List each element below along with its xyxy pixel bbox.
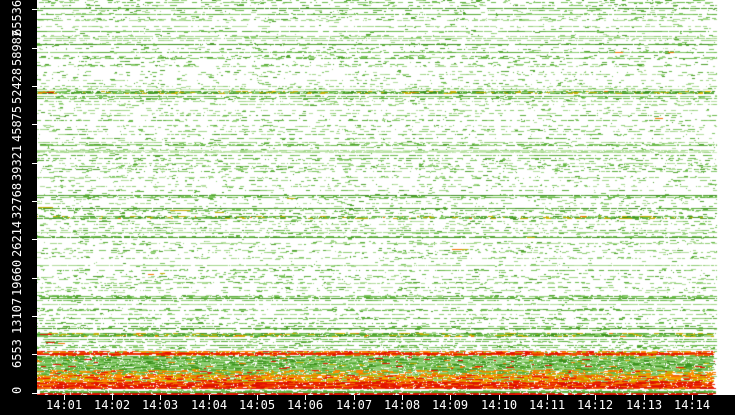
x-tick-label: 14:06 xyxy=(287,398,324,412)
x-axis-tick xyxy=(112,395,113,400)
x-tick-label: 14:10 xyxy=(481,398,518,412)
x-tick-label: 14:02 xyxy=(94,398,131,412)
y-axis-tick xyxy=(32,354,37,355)
x-axis-tick xyxy=(450,395,451,400)
y-axis-tick xyxy=(32,316,37,317)
x-axis-tick xyxy=(692,395,693,400)
y-axis-tick xyxy=(32,278,37,279)
x-axis: 14:01 14:02 14:03 14:04 14:05 14:06 14:07 14:08… xyxy=(0,395,735,415)
y-tick-label: 0 xyxy=(10,386,24,394)
x-axis-tick xyxy=(644,395,645,400)
x-axis-tick xyxy=(160,395,161,400)
y-tick-label: 6553 xyxy=(10,339,24,369)
x-axis-tick xyxy=(402,395,403,400)
x-tick-label: 14:11 xyxy=(529,398,566,412)
y-tick-label: 52428 xyxy=(10,67,24,104)
x-tick-label: 14:07 xyxy=(336,398,373,412)
y-tick-label: 19660 xyxy=(10,259,24,296)
x-tick-label: 14:01 xyxy=(46,398,83,412)
x-tick-label: 14:04 xyxy=(191,398,228,412)
y-axis-tick xyxy=(32,393,37,394)
x-axis-tick xyxy=(499,395,500,400)
y-axis: 65536 58982 52428 45875 39321 32768 26214 19660… xyxy=(0,0,37,415)
x-axis-tick xyxy=(354,395,355,400)
x-axis-tick xyxy=(209,395,210,400)
x-tick-label: 14:13 xyxy=(626,398,663,412)
x-tick-label: 14:08 xyxy=(384,398,421,412)
y-tick-label: 26214 xyxy=(10,220,24,257)
x-tick-label: 14:14 xyxy=(674,398,711,412)
y-axis-tick xyxy=(32,163,37,164)
y-tick-label: 32768 xyxy=(10,182,24,219)
y-axis-tick xyxy=(32,9,37,10)
y-axis-tick xyxy=(32,86,37,87)
x-tick-label: 14:03 xyxy=(142,398,179,412)
y-axis-tick xyxy=(32,201,37,202)
x-tick-label: 14:09 xyxy=(432,398,469,412)
x-tick-label: 14:05 xyxy=(239,398,276,412)
y-axis-tick xyxy=(32,239,37,240)
x-axis-tick xyxy=(305,395,306,400)
y-tick-label: 13107 xyxy=(10,297,24,334)
y-axis-tick xyxy=(32,48,37,49)
x-axis-tick xyxy=(547,395,548,400)
y-axis-tick xyxy=(32,124,37,125)
y-tick-label: 45875 xyxy=(10,105,24,142)
x-axis-tick xyxy=(595,395,596,400)
x-axis-tick xyxy=(257,395,258,400)
x-axis-tick xyxy=(64,395,65,400)
y-tick-label: 58982 xyxy=(10,29,24,66)
y-tick-label: 39321 xyxy=(10,144,24,181)
x-tick-label: 14:12 xyxy=(577,398,614,412)
